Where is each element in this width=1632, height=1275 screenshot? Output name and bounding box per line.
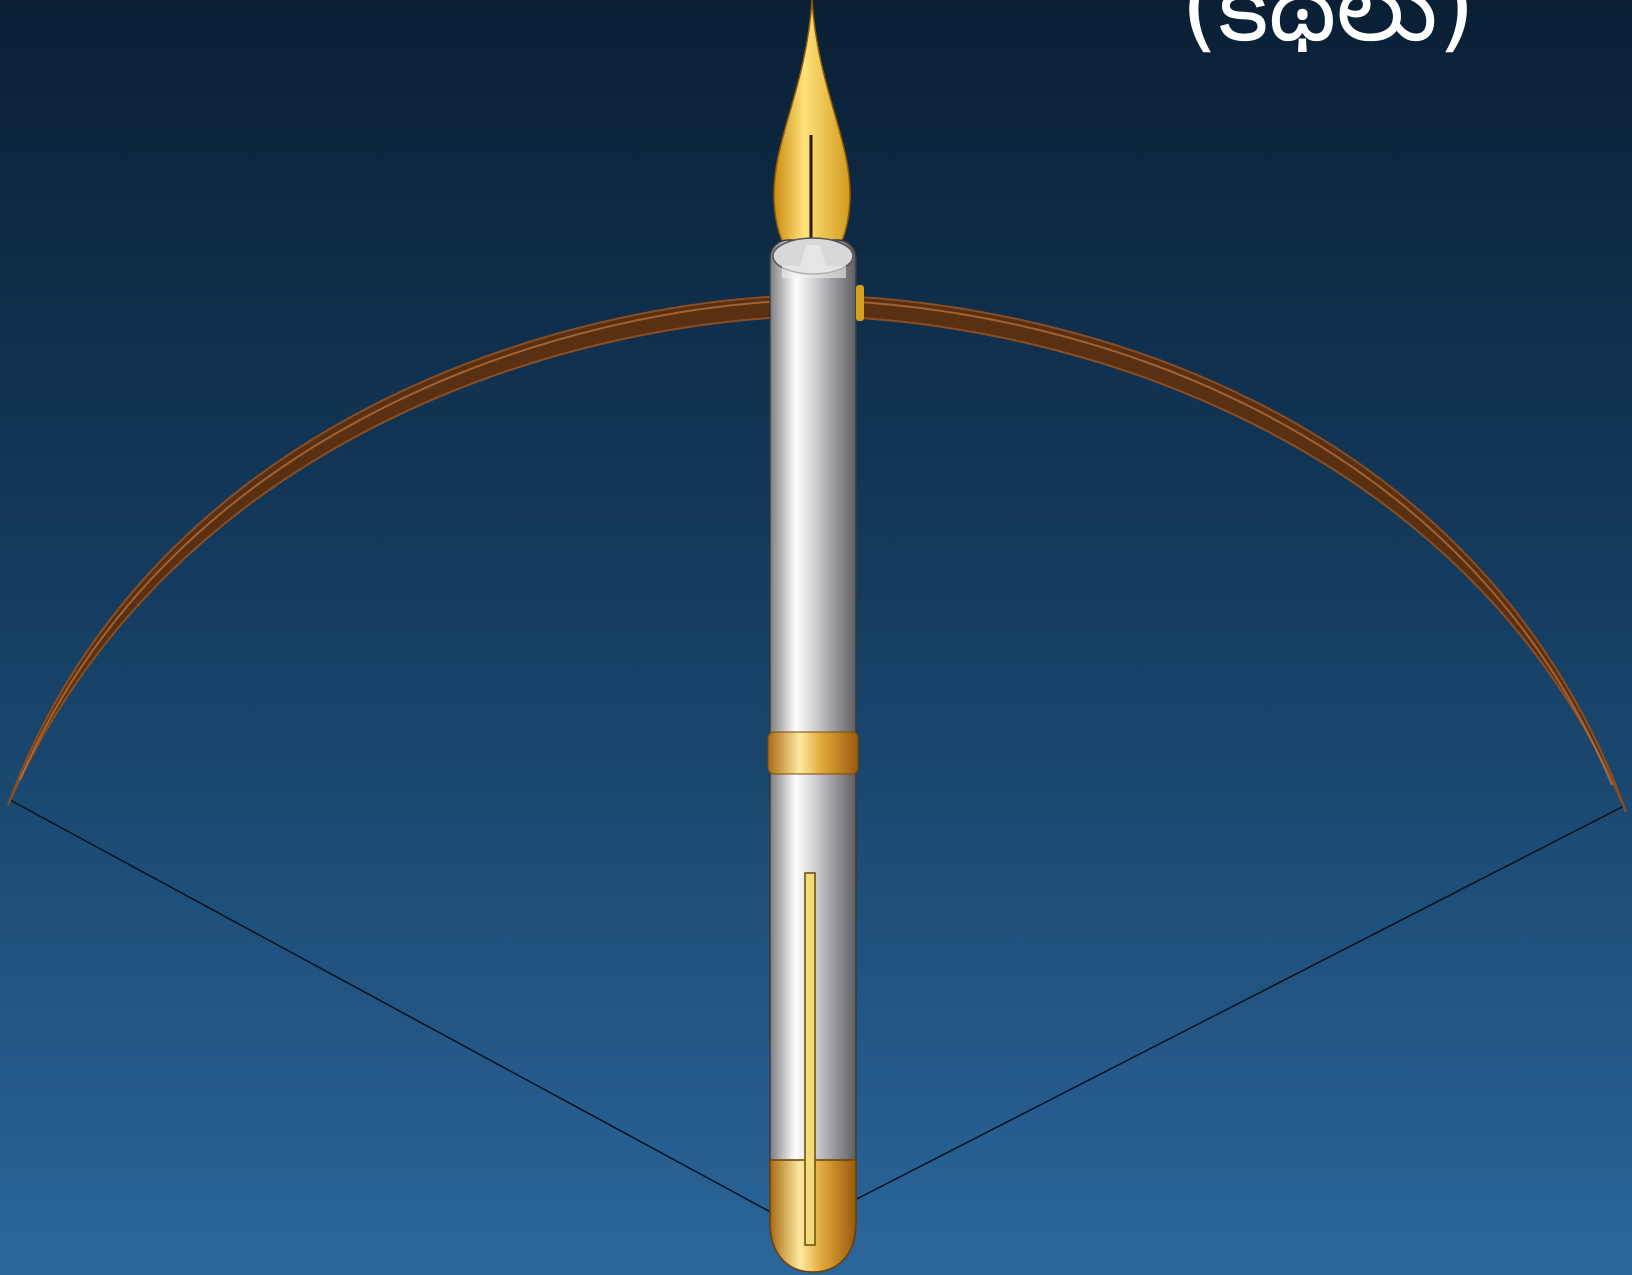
pen-clip-tab [856,285,864,321]
pen-clip [805,873,815,1245]
illustration: (కథలు) [0,0,1632,1275]
pen-band [768,732,858,774]
title: (కథలు) [1181,0,1475,63]
page: (కథలు) (() => { const data = JSON.parse(… [0,0,1632,1275]
